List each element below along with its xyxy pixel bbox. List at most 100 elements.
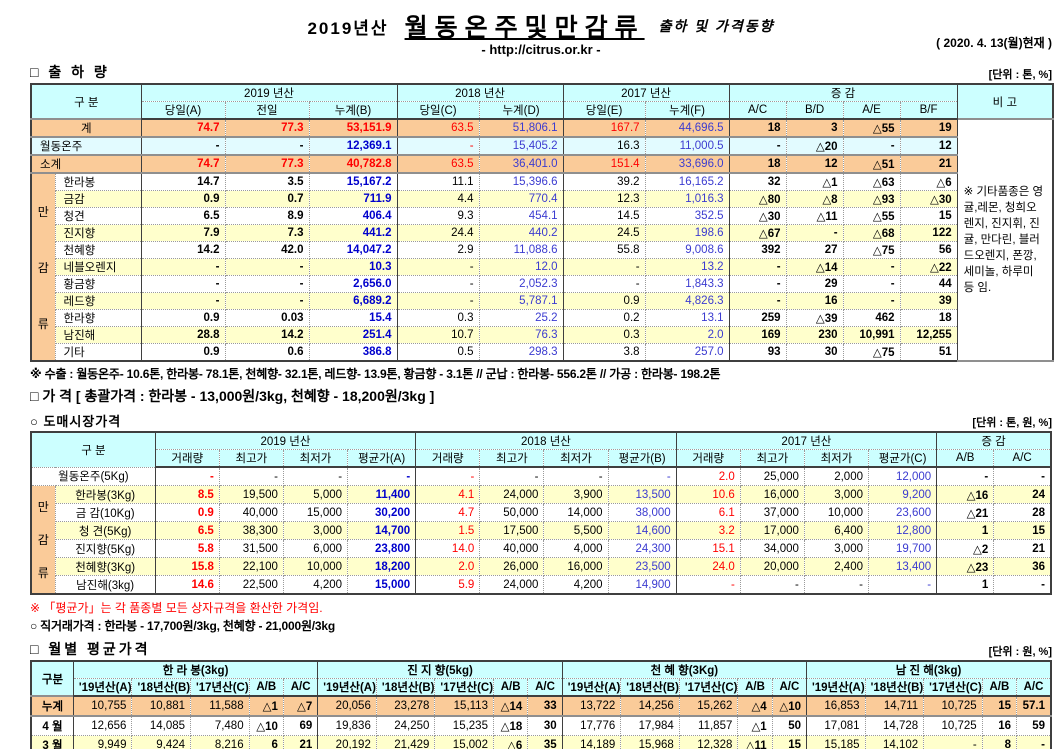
table-cell: 24.5 [562,224,646,242]
row-label: 계 [31,118,142,138]
table-cell: 77.3 [225,118,310,138]
table-cell: - [141,275,226,293]
table-cell: △7 [283,695,319,717]
table-cell: △30 [900,190,958,208]
table-cell: 6.5 [141,207,226,225]
col-header: 당일(C) [396,101,480,120]
table-cell: 11,088.6 [479,241,564,259]
table-cell: 2,656.0 [309,275,398,293]
table-cell: 8 [982,735,1018,749]
col-header: A/E [843,101,901,120]
table-cell: - [843,137,901,156]
table-cell: - [543,467,609,486]
table-cell: 17,500 [479,521,545,540]
table-cell: 14.2 [225,326,310,344]
table-cell: 30 [786,343,844,362]
col-header: A/B [982,678,1018,697]
table-cell: 12,369.1 [309,137,398,156]
table-row: 청견 6.5 8.9 406.4 9.3 454.1 14.5 352.5 △30 △11 △55 1… [31,207,1054,225]
table-cell: 36 [993,557,1052,576]
table-cell: 13.1 [645,309,730,327]
table-cell: - [396,258,480,276]
col-header: 최고가 [479,449,545,468]
table-cell: 4,826.3 [645,292,730,310]
table-cell: 251.4 [309,326,398,344]
table-cell: - [740,575,805,595]
table-cell: 15,396.6 [479,173,564,191]
col-header-gubun: 구 분 [31,84,142,120]
table-cell: 50,000 [479,503,545,522]
table-cell: 17,984 [620,716,680,736]
table-cell: 11,000.5 [645,137,730,156]
table-cell: △6 [493,735,529,749]
table-row: 만 감 류 한라봉(3Kg) 8.5 19,500 5,000 11,400 4.1 24,000… [31,485,1052,595]
table-cell: - [562,258,646,276]
table-cell: 7,480 [190,716,250,736]
table-cell: 26,000 [479,557,545,576]
site-url-link[interactable]: - http://citrus.or.kr - [481,42,601,57]
table-cell: 15,235 [434,716,494,736]
table-cell: △10 [772,695,808,717]
table-cell: - [608,467,677,486]
table-cell: 3,000 [804,539,870,558]
table-cell: 0.9 [562,292,646,310]
row-label: 기타 [55,343,142,362]
table-row: 청 견(5Kg) 6.5 38,300 3,000 14,700 1.5 17,500 5,5… [31,521,1052,540]
table-cell: 36,401.0 [479,154,564,174]
table-cell: △20 [786,137,844,156]
table-cell: 14.0 [415,539,481,558]
table-cell: 16,000 [740,485,805,504]
table-cell: 42.0 [225,241,310,259]
table-cell: 59 [1016,716,1052,736]
table-cell: 0.7 [225,190,310,208]
table-cell: 2.0 [675,467,741,486]
monthly-average-price-table: 구분 한 라 봉(3kg) 진 지 향(5kg) 천 혜 향(3Kg) 남 진 해(3k… [30,660,1052,749]
table-cell: 18 [728,154,787,174]
row-label: 4 월 [31,716,74,736]
table-cell: △11 [737,735,773,749]
unit-label-wholesale: [단위 : 톤, 원, %] [972,417,1052,429]
table-cell: 33 [527,695,563,717]
table-cell: 10.6 [675,485,741,504]
page-title: 월동온주및만감류 [404,14,645,42]
col-header: B/F [900,101,958,120]
table-cell: - [843,275,901,293]
col-header-remark: 비 고 [956,84,1054,120]
table-cell: 19,836 [317,716,377,736]
col-header: '17년산(C) [434,678,494,697]
table-cell: 63.5 [396,118,480,138]
table-cell: 35 [527,735,563,749]
col-header: A/C [993,449,1052,468]
table-cell: 15.8 [155,557,220,576]
table-cell: - [396,275,480,293]
table-cell: 14,102 [865,735,925,749]
table-cell: 10,725 [923,716,983,736]
table-cell: - [396,292,480,310]
table-cell: 20,192 [317,735,377,749]
table-cell: 4,200 [283,575,349,595]
table-cell: 298.3 [479,343,564,362]
col-header: A/B [737,678,773,697]
table-row: 만 감 류 한라봉 14.7 3.5 15,167.2 11.1 15,396.6 39.2 16,… [31,173,1054,362]
table-cell: 12.3 [562,190,646,208]
table-cell: 51,806.1 [479,118,564,138]
title-bar: 2019년산 월동온주및만감류 출하 및 가격동향 ( 2020. 4. 13(월)… [30,8,1052,50]
table-cell: 6.1 [675,503,741,522]
col-header: '18년산(B) [131,678,192,697]
table-cell: 17,081 [806,716,866,736]
table-cell: 14,189 [561,735,622,749]
col-header: 평균가(B) [608,449,677,468]
table-cell: 25,000 [740,467,805,486]
table-cell: 11.1 [396,173,480,191]
table-cell: - [479,467,545,486]
subheading-wholesale: ○ 도매시장가격 [30,414,122,429]
table-cell: △39 [786,309,844,327]
table-cell: - [225,292,310,310]
export-note: ※ 수출 : 월동온주- 10.6톤, 한라봉- 78.1톤, 천혜향- 32.… [30,367,721,381]
table-cell: 352.5 [645,207,730,225]
table-cell: △1 [786,173,844,191]
table-row: 레드향 - -6,689.2-5,787.1 0.9 4,826.3-16-39 [31,292,1054,310]
table-row: 진지향 7.9 7.3 441.2 24.4 440.2 24.5 198.6 △67- △68 1… [31,224,1054,242]
table-cell: 21 [283,735,319,749]
